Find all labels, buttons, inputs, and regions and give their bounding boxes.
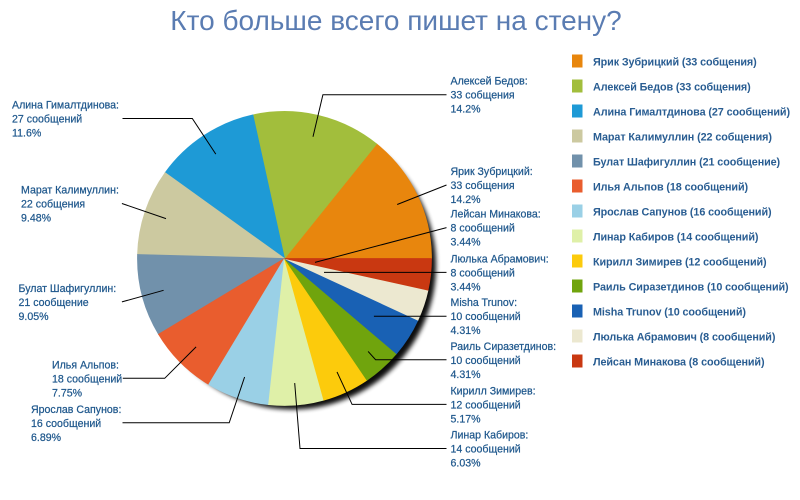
svg-text:Илья Альпов (18 сообщений): Илья Альпов (18 сообщений) (593, 182, 748, 194)
svg-text:Ярик Зубрицкий:: Ярик Зубрицкий: (451, 166, 533, 178)
svg-text:Марат Калимуллин (22 собщения): Марат Калимуллин (22 собщения) (593, 132, 772, 144)
svg-text:10 сообщений: 10 сообщений (451, 355, 521, 367)
svg-text:Марат Калимуллин:: Марат Калимуллин: (21, 185, 119, 197)
svg-text:9.48%: 9.48% (21, 213, 52, 225)
svg-text:Булат Шафигуллин (21 сообщение: Булат Шафигуллин (21 сообщение) (593, 157, 781, 169)
svg-text:Линар Кабиров:: Линар Кабиров: (451, 430, 529, 442)
svg-text:Кирилл Зимирев (12 сообщений): Кирилл Зимирев (12 сообщений) (593, 257, 767, 269)
svg-text:Лейсан Минакова:: Лейсан Минакова: (451, 209, 541, 221)
svg-text:Раиль Сиразетдинов:: Раиль Сиразетдинов: (451, 341, 557, 353)
svg-text:18 сообщений: 18 сообщений (52, 373, 122, 385)
svg-text:Misha Trunov:: Misha Trunov: (451, 297, 518, 309)
svg-text:22 собщения: 22 собщения (21, 199, 85, 211)
svg-text:Алина Гималтдинова:: Алина Гималтдинова: (12, 100, 119, 112)
svg-text:16 сообщений: 16 сообщений (31, 418, 101, 430)
svg-text:12 сообщений: 12 сообщений (451, 399, 521, 411)
svg-text:Булат Шафигуллин:: Булат Шафигуллин: (19, 283, 117, 295)
svg-text:Лейсан Минакова (8 сообщений): Лейсан Минакова (8 сообщений) (593, 357, 765, 369)
svg-text:Алина Гималтдинова (27 сообщен: Алина Гималтдинова (27 сообщений) (593, 107, 790, 119)
svg-text:27 сообщений: 27 сообщений (12, 114, 82, 126)
svg-text:Линар Кабиров (14 сообщений): Линар Кабиров (14 сообщений) (593, 232, 759, 244)
svg-text:8 сообщений: 8 сообщений (451, 223, 515, 235)
svg-text:Люлька Абрамович (8 сообщений): Люлька Абрамович (8 сообщений) (593, 332, 776, 344)
svg-text:Илья Альпов:: Илья Альпов: (52, 359, 119, 371)
svg-text:33 собщения: 33 собщения (451, 90, 515, 102)
svg-text:7.75%: 7.75% (52, 387, 83, 399)
svg-text:Ярослав Сапунов (16 сообщений): Ярослав Сапунов (16 сообщений) (593, 207, 772, 219)
svg-text:5.17%: 5.17% (451, 413, 482, 425)
svg-text:8 сообщений: 8 сообщений (451, 267, 515, 279)
svg-text:Алексей Бедов:: Алексей Бедов: (451, 76, 528, 88)
svg-text:4.31%: 4.31% (451, 325, 482, 337)
svg-text:4.31%: 4.31% (451, 369, 482, 381)
svg-text:14 сообщений: 14 сообщений (451, 444, 521, 456)
svg-text:14.2%: 14.2% (451, 194, 482, 206)
svg-text:Ярик Зубрицкий (33 собщения): Ярик Зубрицкий (33 собщения) (593, 57, 757, 69)
svg-text:9.05%: 9.05% (19, 311, 50, 323)
svg-text:Кто больше всего пишет на стен: Кто больше всего пишет на стену? (170, 5, 621, 36)
svg-text:33 собщения: 33 собщения (451, 180, 515, 192)
svg-text:Алексей Бедов (33 собщения): Алексей Бедов (33 собщения) (593, 82, 751, 94)
svg-text:10 сообщений: 10 сообщений (451, 311, 521, 323)
svg-text:11.6%: 11.6% (12, 128, 42, 140)
svg-text:Кирилл Зимирев:: Кирилл Зимирев: (451, 385, 536, 397)
svg-text:6.89%: 6.89% (31, 432, 62, 444)
svg-text:21 сообщение: 21 сообщение (19, 297, 89, 309)
svg-text:Раиль Сиразетдинов (10 сообщен: Раиль Сиразетдинов (10 сообщений) (593, 282, 789, 294)
svg-text:Ярослав Сапунов:: Ярослав Сапунов: (31, 404, 121, 416)
svg-text:3.44%: 3.44% (451, 281, 482, 293)
svg-text:3.44%: 3.44% (451, 237, 482, 249)
svg-text:Люлька Абрамович:: Люлька Абрамович: (451, 253, 549, 265)
svg-text:Misha Trunov (10 сообщений): Misha Trunov (10 сообщений) (593, 307, 746, 319)
svg-text:6.03%: 6.03% (451, 458, 482, 470)
svg-text:14.2%: 14.2% (451, 104, 482, 116)
